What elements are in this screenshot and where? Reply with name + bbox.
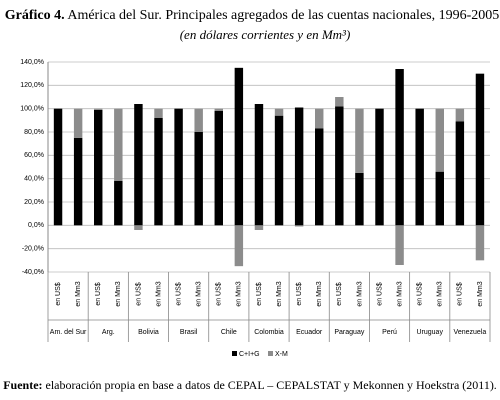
x-tick-label: en US$ bbox=[296, 282, 303, 305]
group-label: Brasil bbox=[180, 329, 198, 336]
group-label: Bolivia bbox=[138, 329, 159, 336]
title-prefix: Gráfico 4. bbox=[5, 8, 65, 23]
x-tick-label: en US$ bbox=[376, 282, 383, 305]
x-tick-label: en Mm3 bbox=[396, 281, 403, 306]
title-text: América del Sur. Principales agregados d… bbox=[67, 8, 499, 23]
x-tick-label: en US$ bbox=[175, 282, 182, 305]
x-tick-label: en Mm3 bbox=[316, 281, 323, 306]
group-label: Paraguay bbox=[334, 329, 364, 336]
bar-segment bbox=[134, 104, 143, 226]
x-tick-label: en Mm3 bbox=[196, 281, 203, 306]
group-label: Arg. bbox=[102, 329, 115, 336]
x-tick-label: en US$ bbox=[417, 282, 424, 305]
y-tick-label: -40,0% bbox=[22, 269, 44, 276]
bar-segment bbox=[254, 104, 264, 226]
y-tick-label: 140,0% bbox=[20, 59, 44, 66]
x-tick-label: en US$ bbox=[336, 282, 343, 305]
bar-segment bbox=[274, 108, 284, 116]
x-tick-label: en Mm3 bbox=[477, 281, 484, 306]
bar-segment bbox=[154, 118, 163, 226]
x-tick-label: en Mm3 bbox=[115, 281, 122, 306]
bar-segment bbox=[475, 225, 485, 261]
bar-segment bbox=[294, 107, 304, 226]
bar-segment bbox=[455, 108, 465, 122]
bar-segment bbox=[194, 108, 203, 132]
bar-segment bbox=[375, 108, 384, 226]
bar-segment bbox=[73, 137, 83, 226]
group-label: Am. del Sur bbox=[50, 329, 87, 336]
bar-segment bbox=[114, 181, 123, 226]
y-tick-label: 40,0% bbox=[24, 176, 44, 183]
bar-segment bbox=[475, 73, 485, 226]
group-label: Uruguay bbox=[416, 329, 443, 336]
x-tick-label: en Mm3 bbox=[276, 281, 283, 306]
y-tick-label: 120,0% bbox=[20, 82, 44, 89]
y-tick-label: 20,0% bbox=[24, 199, 44, 206]
chart-subtitle: (en dólares corrientes y en Mm³) bbox=[180, 27, 351, 42]
group-label: Perú bbox=[382, 329, 397, 336]
y-tick-label: 80,0% bbox=[24, 129, 44, 136]
x-tick-label: en US$ bbox=[135, 282, 142, 305]
bar-segment bbox=[435, 171, 444, 226]
y-tick-label: 0,0% bbox=[28, 222, 44, 229]
bar-segment bbox=[395, 69, 404, 226]
y-tick-label: 100,0% bbox=[20, 106, 44, 113]
bar-segment bbox=[174, 108, 183, 226]
bar-segment bbox=[94, 109, 103, 226]
bar-segment bbox=[355, 108, 364, 173]
x-tick-label: en Mm3 bbox=[155, 281, 162, 306]
chart-title: Gráfico 4. América del Sur. Principales … bbox=[5, 8, 500, 23]
x-tick-label: en Mm3 bbox=[75, 281, 82, 306]
bar-segment bbox=[315, 128, 324, 226]
source-text: elaboración propia en base a datos de CE… bbox=[46, 378, 497, 392]
bar-segment bbox=[73, 108, 83, 138]
x-tick-label: en US$ bbox=[95, 282, 102, 305]
bar-segment bbox=[274, 115, 284, 226]
y-tick-label: 60,0% bbox=[24, 152, 44, 159]
x-tick-label: en Mm3 bbox=[356, 281, 363, 306]
bar-segment bbox=[294, 225, 304, 227]
bar-segment bbox=[455, 121, 465, 226]
bar-segment bbox=[234, 225, 244, 267]
bar-segment bbox=[254, 225, 264, 230]
x-tick-label: en US$ bbox=[55, 282, 62, 305]
legend-swatch bbox=[268, 351, 273, 356]
bar-segment bbox=[435, 108, 444, 172]
bar-segment bbox=[194, 132, 203, 226]
bar-segment bbox=[335, 97, 344, 107]
legend-label: X-M bbox=[275, 351, 288, 358]
bar-segment bbox=[315, 108, 324, 129]
bar-segment bbox=[335, 106, 344, 226]
x-tick-label: en Mm3 bbox=[236, 281, 243, 306]
bar-segment bbox=[234, 67, 244, 226]
x-tick-label: en Mm3 bbox=[437, 281, 444, 306]
bar-segment bbox=[154, 108, 163, 118]
bar-segment bbox=[395, 225, 404, 265]
x-tick-label: en US$ bbox=[216, 282, 223, 305]
bar-segment bbox=[214, 108, 223, 111]
legend-label: C+I+G bbox=[239, 351, 260, 358]
group-label: Ecuador bbox=[296, 329, 323, 336]
bar-segment bbox=[214, 111, 223, 226]
bar-segment bbox=[355, 172, 364, 226]
legend-swatch bbox=[232, 351, 237, 356]
x-tick-label: en US$ bbox=[457, 282, 464, 305]
x-tick-label: en US$ bbox=[256, 282, 263, 305]
group-label: Chile bbox=[221, 329, 237, 336]
bar-segment bbox=[53, 108, 63, 226]
group-label: Colombia bbox=[254, 329, 284, 336]
source: Fuente: elaboración propia en base a dat… bbox=[3, 378, 497, 392]
group-label: Venezuela bbox=[454, 329, 487, 336]
bar-segment bbox=[134, 225, 143, 230]
bar-segment bbox=[415, 108, 424, 226]
bar-segment bbox=[114, 108, 123, 181]
y-tick-label: -20,0% bbox=[22, 246, 44, 253]
bar-segment bbox=[94, 108, 103, 110]
source-label: Fuente: bbox=[3, 378, 42, 392]
